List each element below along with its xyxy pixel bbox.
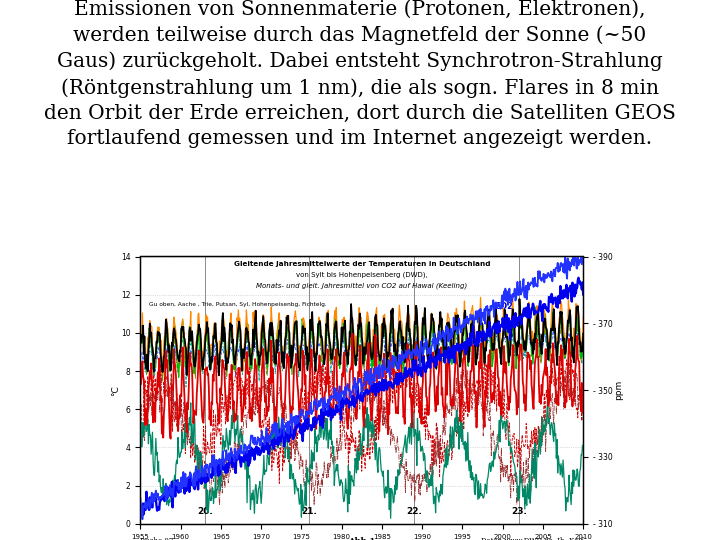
Text: 21.: 21. xyxy=(302,507,318,516)
Text: Monats- und gleit. Jahresmittel von CO2 auf Hawal (Keeling): Monats- und gleit. Jahresmittel von CO2 … xyxy=(256,282,467,288)
Text: 23.: 23. xyxy=(511,507,527,516)
Y-axis label: °C: °C xyxy=(111,385,120,395)
Text: Gleitende Jahresmittelwerte der Temperaturen in Deutschland: Gleitende Jahresmittelwerte der Temperat… xyxy=(233,260,490,267)
Text: von Sylt bis Hohenpeisenberg (DWD),: von Sylt bis Hohenpeisenberg (DWD), xyxy=(296,271,428,278)
Text: Gu oben, Aache , Trie, Putsan, Syl, Hohenpeisenbg, Fichtelg.: Gu oben, Aache , Trie, Putsan, Syl, Hohe… xyxy=(149,302,327,307)
Y-axis label: ppm: ppm xyxy=(614,380,623,400)
Text: 22.: 22. xyxy=(406,507,422,516)
Text: Emissionen von Sonnenmaterie (Protonen, Elektronen),
werden teilweise durch das : Emissionen von Sonnenmaterie (Protonen, … xyxy=(44,0,676,148)
Text: 20.: 20. xyxy=(197,507,212,516)
Text: Abb.1: Abb.1 xyxy=(348,537,375,540)
Text: CO2: CO2 xyxy=(495,302,513,311)
Text: Buche 07: Buche 07 xyxy=(140,537,174,540)
Text: Daten www.DWD.de, Jh. Kaif: Daten www.DWD.de, Jh. Kaif xyxy=(481,537,583,540)
